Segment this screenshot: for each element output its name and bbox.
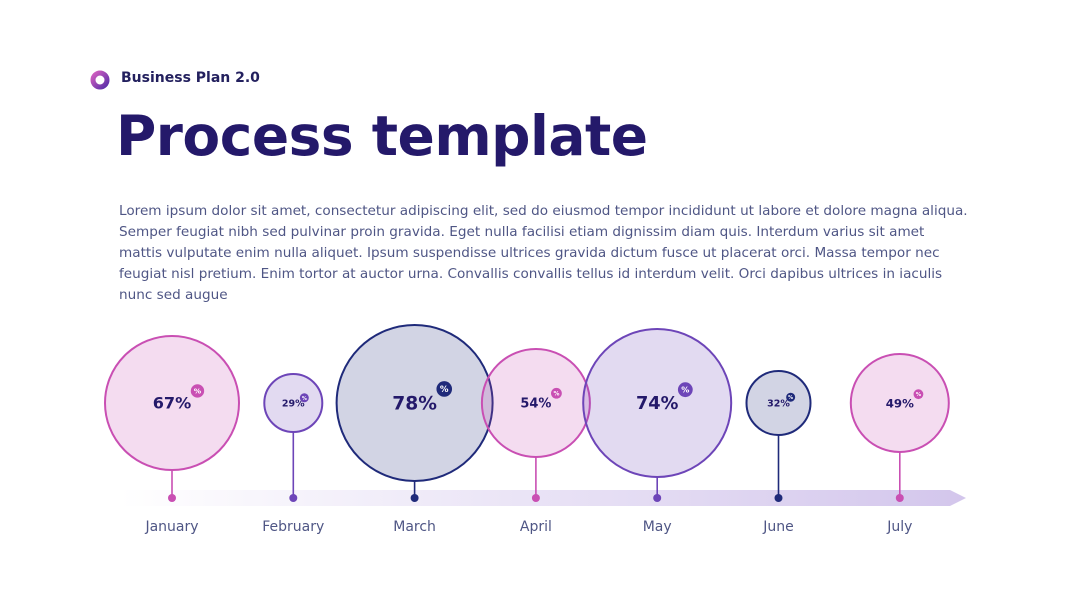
value-label: 67%: [153, 394, 191, 413]
timeline-dot: [531, 494, 540, 502]
badge: [551, 387, 562, 399]
badge-label: %: [681, 385, 689, 395]
badge: [913, 389, 924, 400]
timeline-dot: [168, 494, 176, 502]
logo: [90, 70, 110, 90]
bubble: [745, 370, 812, 436]
x-tick-label: February: [262, 519, 324, 535]
bubble: [104, 335, 240, 471]
bubble: [849, 353, 950, 453]
badge: [786, 392, 796, 402]
timeline-dot: [774, 494, 783, 502]
x-tick-label: March: [393, 519, 436, 535]
bubble: [263, 373, 324, 433]
value-label: 78%: [392, 394, 437, 415]
badge: [436, 381, 453, 397]
timeline-dot: [895, 494, 904, 502]
badge: [190, 384, 205, 398]
value-label: 74%: [636, 394, 679, 414]
timeline-dot: [289, 494, 298, 502]
value-label: 54%: [520, 397, 551, 412]
bubble: [480, 348, 591, 458]
badge: [677, 382, 693, 398]
x-tick-label: May: [643, 519, 672, 535]
bubble: [582, 328, 733, 478]
badge-label: %: [916, 392, 922, 398]
timeline-arrow: [120, 490, 966, 506]
bubble: [335, 324, 494, 482]
badge-label: %: [440, 385, 449, 395]
x-tick-label: April: [520, 519, 552, 535]
x-tick-label: June: [762, 519, 794, 535]
badge-label: %: [194, 386, 202, 395]
x-tick-label: January: [144, 519, 198, 535]
badge-label: %: [302, 396, 307, 402]
brand: Business Plan 2.0: [121, 70, 260, 86]
x-tick-label: July: [886, 519, 912, 535]
badge-label: %: [553, 390, 559, 397]
badge: [299, 393, 309, 403]
timeline-dot: [410, 494, 419, 502]
body-text: Lorem ipsum dolor sit amet, consectetur …: [119, 203, 968, 303]
timeline-dot: [653, 494, 662, 502]
badge-label: %: [788, 395, 793, 401]
title: Process template: [116, 104, 648, 168]
value-label: 29%: [282, 399, 305, 410]
value-label: 32%: [767, 399, 790, 410]
value-label: 49%: [886, 397, 914, 411]
